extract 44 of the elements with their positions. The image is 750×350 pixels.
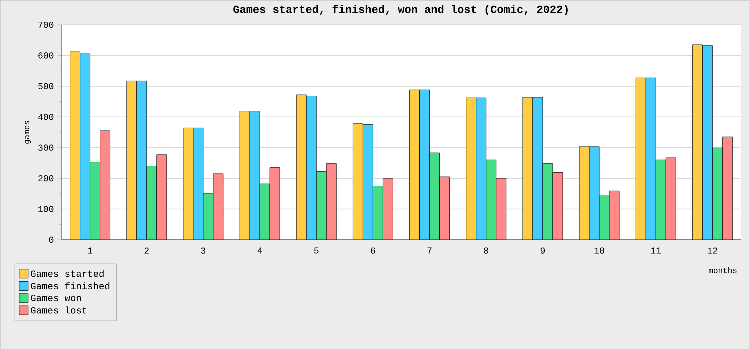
y-tick-label: 400 <box>38 114 54 120</box>
bar <box>326 164 337 240</box>
x-axis-title: months <box>709 268 737 274</box>
x-tick-label: 5 <box>314 248 319 254</box>
bar <box>722 136 733 240</box>
x-tick-label: 2 <box>144 248 149 254</box>
y-tick-label: 200 <box>38 176 54 182</box>
bar <box>240 111 250 240</box>
chart-title: Games started, finished, won and lost (Comic, 2022) <box>234 5 568 16</box>
bar <box>466 98 476 240</box>
x-tick-label: 3 <box>201 248 206 254</box>
legend-label: Games finished <box>31 282 110 290</box>
bar <box>440 177 450 240</box>
x-tick-label: 10 <box>594 248 604 254</box>
legend-label: Games lost <box>31 306 87 314</box>
bar <box>156 154 167 240</box>
legend-label: Games started <box>31 270 104 278</box>
x-tick-label: 8 <box>484 248 488 254</box>
bar <box>410 90 420 240</box>
y-axis-title: games <box>25 121 32 144</box>
y-tick-label: 500 <box>38 83 54 90</box>
x-tick-label: 11 <box>651 248 662 254</box>
x-tick-label: 1 <box>88 248 93 254</box>
x-tick-label: 4 <box>258 248 262 254</box>
bar <box>666 158 676 240</box>
y-tick-label: 300 <box>38 144 54 151</box>
bar <box>496 178 506 240</box>
y-tick-label: 600 <box>38 52 54 59</box>
bar <box>100 130 110 240</box>
y-tick-label: 700 <box>38 22 54 28</box>
y-tick-label: 0 <box>49 236 54 244</box>
bar <box>126 81 137 240</box>
bar <box>636 78 646 240</box>
x-tick-label: 7 <box>428 248 432 254</box>
bar <box>296 95 307 240</box>
x-tick-label: 6 <box>371 248 376 254</box>
x-tick-label: 12 <box>708 248 718 254</box>
bar <box>383 178 394 240</box>
legend-label: Games won <box>31 294 82 302</box>
bar <box>70 52 80 240</box>
x-tick-label: 9 <box>540 248 546 254</box>
bar <box>692 44 703 240</box>
bar <box>353 124 364 240</box>
y-tick-label: 100 <box>38 206 54 212</box>
